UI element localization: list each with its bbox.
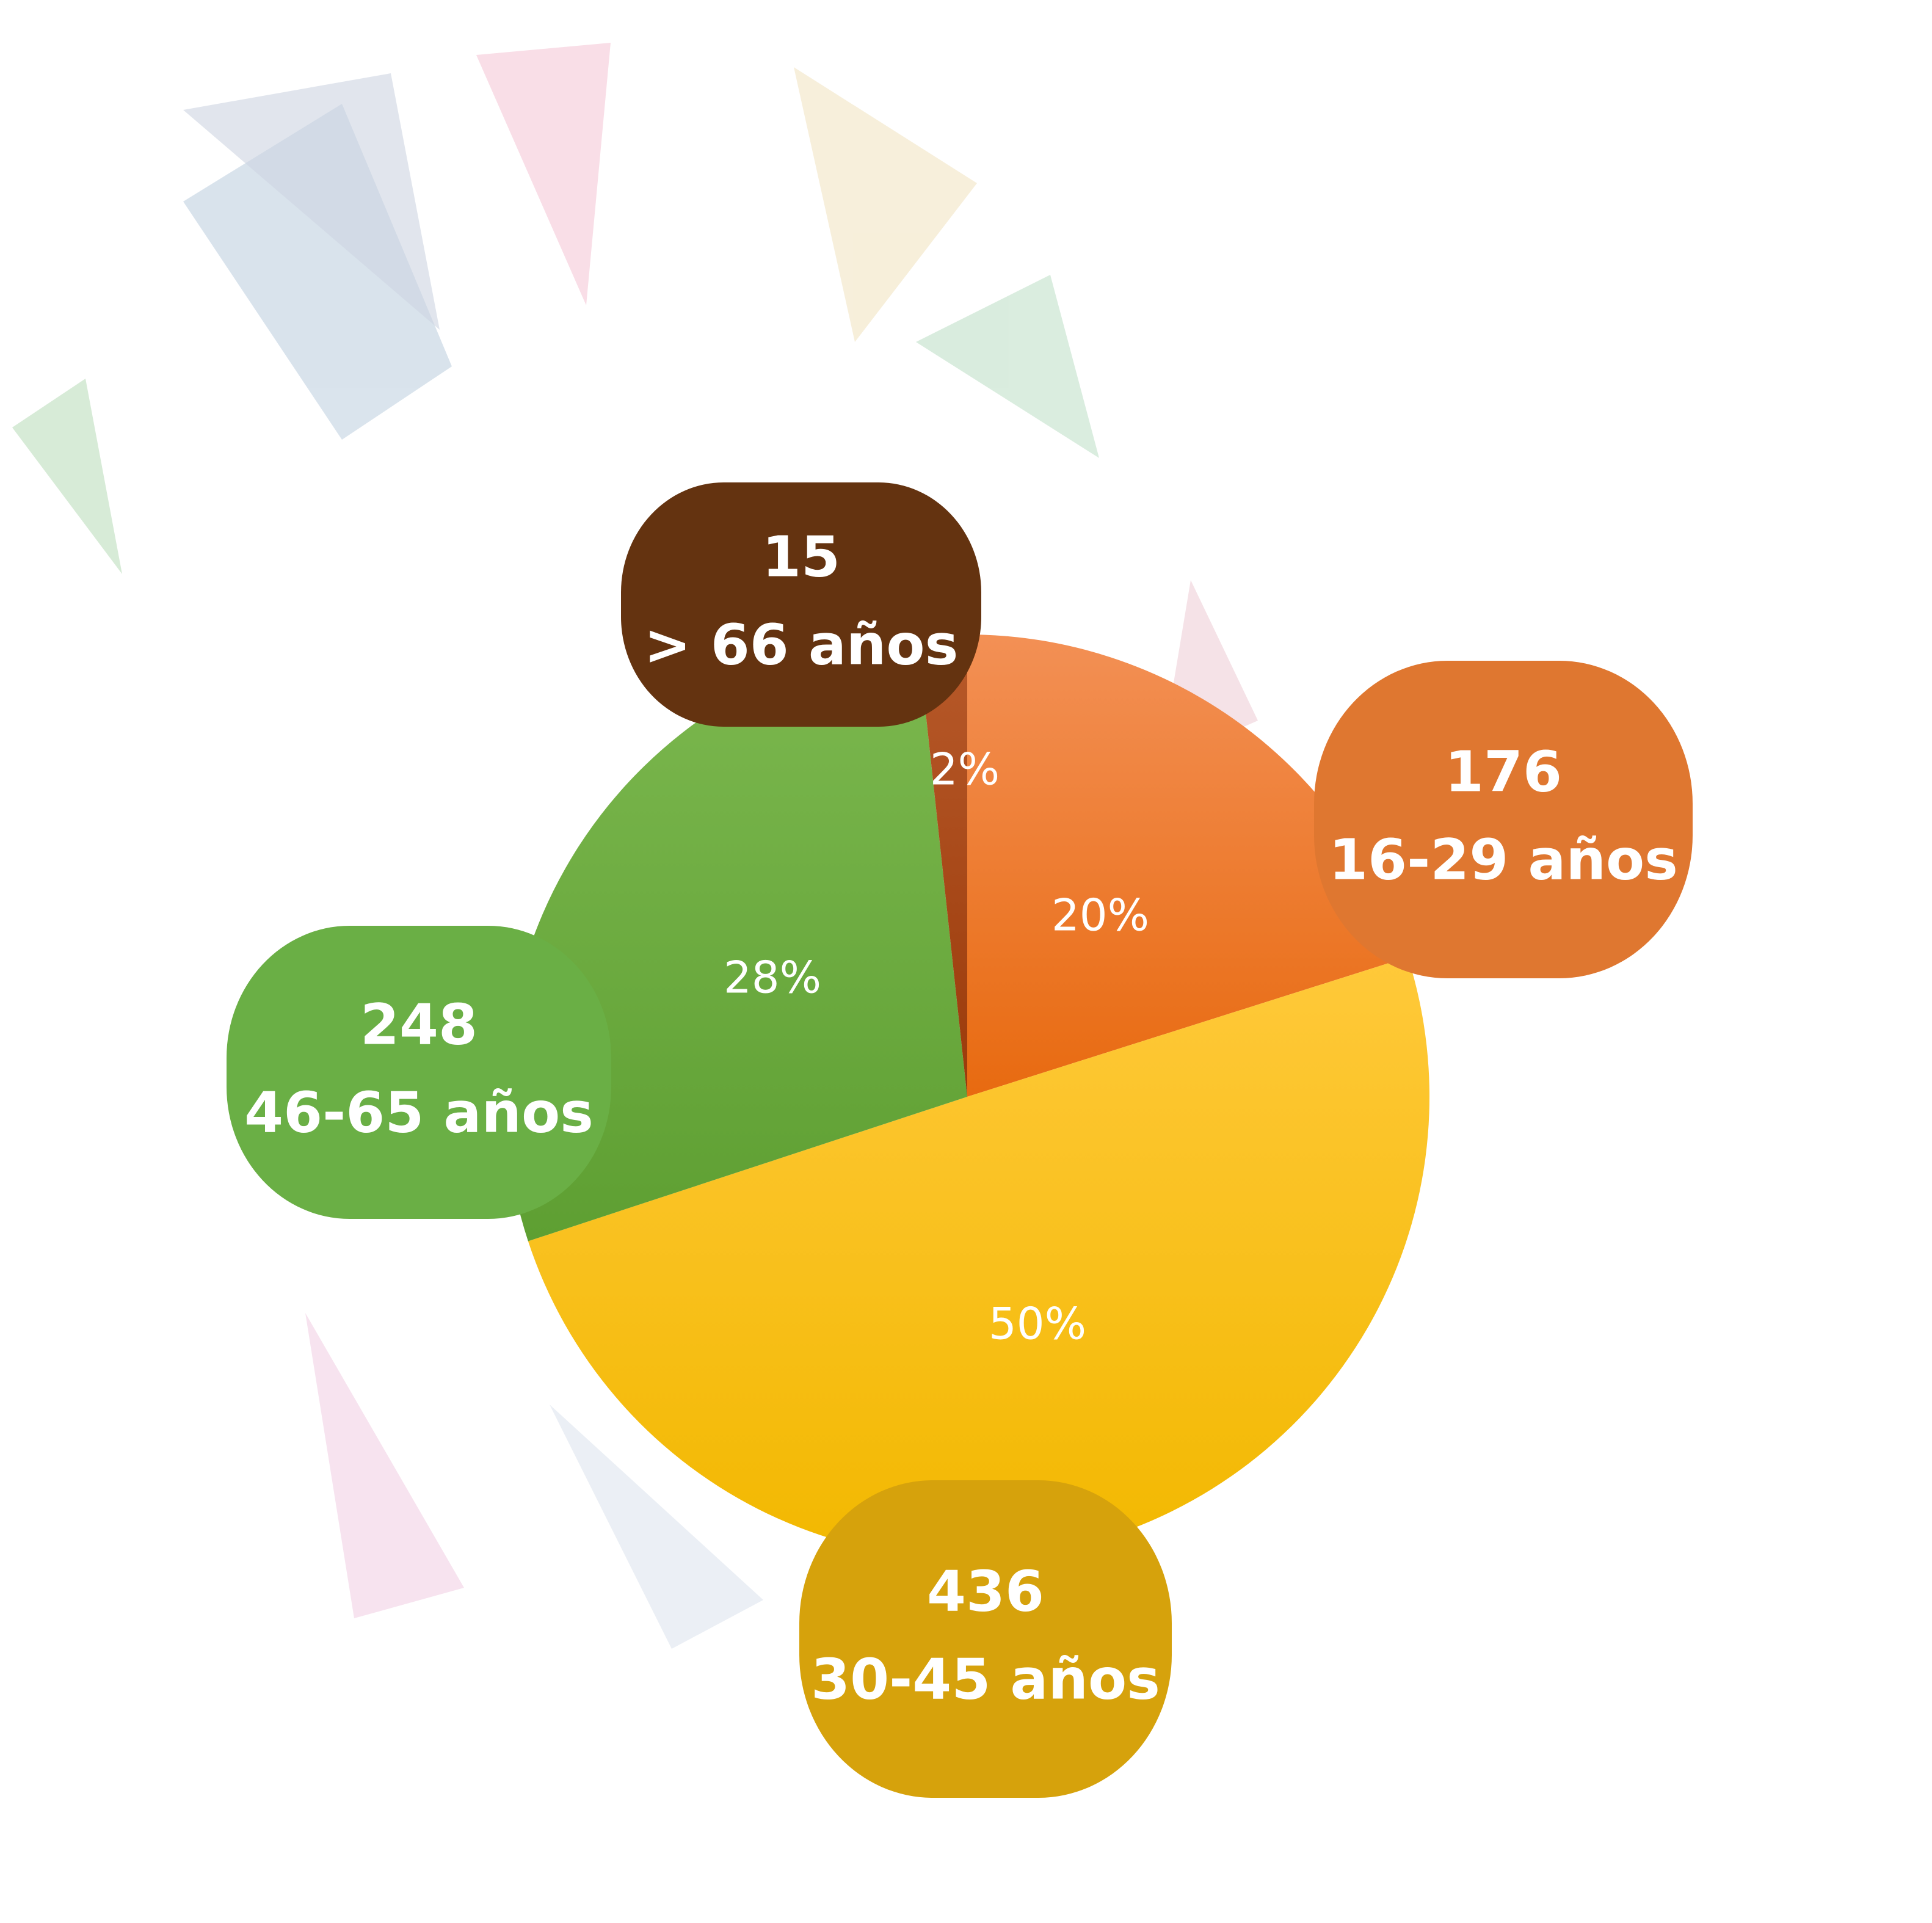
count-label: 176 xyxy=(1445,739,1562,804)
age-label: > 66 años xyxy=(644,612,959,677)
percent-label: 2% xyxy=(930,744,1000,795)
age-label: 16-29 años xyxy=(1329,827,1678,892)
count-label: 436 xyxy=(927,1558,1044,1624)
age-label: 30-45 años xyxy=(811,1646,1160,1712)
label-bubble xyxy=(1314,661,1693,978)
count-label: 248 xyxy=(360,992,478,1057)
label-bubble xyxy=(621,482,981,727)
percent-label: 20% xyxy=(1051,890,1149,941)
chart: 20% 176 16-29 años 50% 436 30-45 años 28% 248 46… xyxy=(0,0,1932,1923)
label-bubble xyxy=(227,926,611,1219)
percent-label: 50% xyxy=(989,1298,1086,1350)
label-bubble xyxy=(799,1480,1172,1798)
count-label: 15 xyxy=(762,524,840,589)
percent-label: 28% xyxy=(724,952,821,1003)
age-label: 46-65 años xyxy=(244,1080,594,1145)
